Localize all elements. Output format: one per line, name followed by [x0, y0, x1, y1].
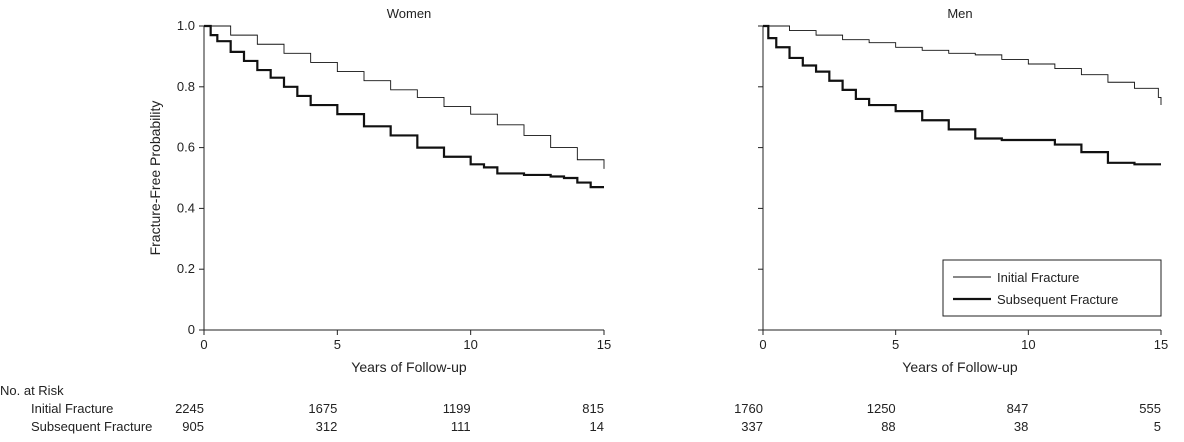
x-tick-label: 10	[1021, 337, 1035, 352]
series-line-initial-men	[763, 25, 1162, 106]
risk-count: 5	[1154, 419, 1161, 434]
y-tick-label: 1.0	[177, 18, 195, 33]
legend-box	[942, 259, 1162, 317]
risk-count: 555	[1139, 401, 1161, 416]
y-tick-label: 0.6	[177, 140, 195, 155]
risk-count: 1760	[734, 401, 763, 416]
risk-row-label-initial: Initial Fracture	[31, 401, 113, 416]
x-tick-label: 15	[597, 337, 611, 352]
y-axis-title-women: Fracture-Free Probability	[147, 101, 163, 256]
x-tick-label: 5	[892, 337, 899, 352]
risk-count: 38	[1014, 419, 1028, 434]
risk-count: 847	[1007, 401, 1029, 416]
risk-count: 312	[316, 419, 338, 434]
x-axis-title-men: Years of Follow-up	[902, 359, 1018, 375]
x-axis-title-women: Years of Follow-up	[351, 359, 467, 375]
risk-count: 1250	[867, 401, 896, 416]
legend: Initial Fracture Subsequent Fracture	[942, 259, 1162, 317]
series-line-initial-women	[204, 25, 605, 169]
risk-count: 815	[582, 401, 604, 416]
x-tick-label: 15	[1154, 337, 1168, 352]
risk-row-label-subsequent: Subsequent Fracture	[31, 419, 152, 434]
risk-count: 337	[741, 419, 763, 434]
series-line-subsequent-women	[204, 24, 604, 189]
panel-title-men: Men	[947, 6, 972, 21]
x-tick-label: 10	[463, 337, 477, 352]
risk-count: 1675	[308, 401, 337, 416]
panel-title-women: Women	[387, 6, 432, 21]
risk-count: 1199	[443, 401, 471, 416]
legend-label: Initial Fracture	[997, 270, 1079, 285]
x-tick-label: 5	[334, 337, 341, 352]
y-tick-label: 0.8	[177, 79, 195, 94]
y-tick-label: 0.2	[177, 261, 195, 276]
risk-count: 2245	[175, 401, 204, 416]
y-tick-label: 0	[188, 322, 195, 337]
x-tick-label: 0	[759, 337, 766, 352]
y-tick-label: 0.4	[177, 200, 195, 215]
x-tick-label: 0	[200, 337, 207, 352]
risk-count: 88	[881, 419, 895, 434]
risk-count: 14	[590, 419, 604, 434]
plot-panel-men: 0 5 10 15 Initial Fracture Subsequent Fractur…	[734, 24, 1168, 434]
risk-count: 111	[451, 419, 471, 434]
series-line-subsequent-men	[763, 24, 1161, 166]
risk-count: 905	[182, 419, 204, 434]
plot-panel-women: 0 5 10 15 0 0.2 0.4 0.6 0.8 1.0 2245 1675 1199 815 905…	[175, 18, 611, 434]
legend-label: Subsequent Fracture	[997, 292, 1118, 307]
risk-table-header: No. at Risk	[0, 383, 64, 398]
